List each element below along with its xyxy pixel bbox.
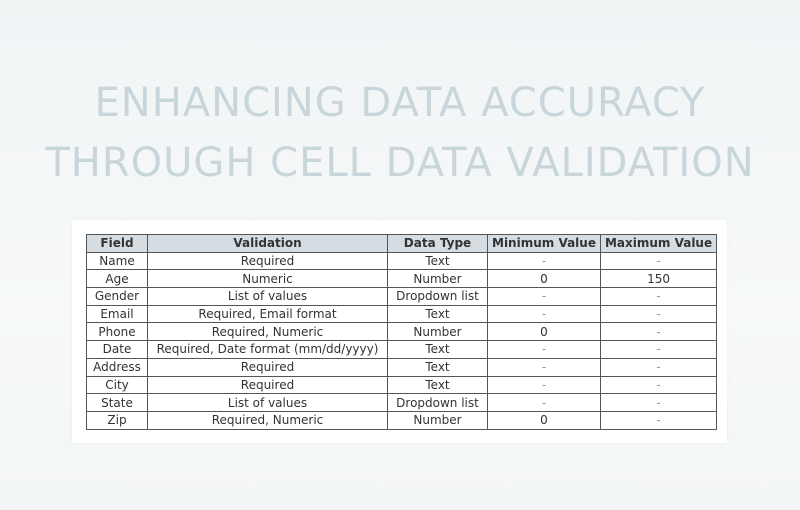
cell-maximum-value: - xyxy=(599,251,718,271)
cell-validation: List of values xyxy=(147,393,388,412)
cell-field: Email xyxy=(86,304,148,324)
cell-data-type: Text xyxy=(387,357,488,377)
table-row: Date Required, Date format (mm/dd/yyyy) Te… xyxy=(86,340,718,359)
cell-maximum-value: 150 xyxy=(599,269,718,289)
cell-validation: List of values xyxy=(147,287,388,306)
cell-field: Age xyxy=(86,269,148,289)
cell-maximum-value: - xyxy=(599,287,718,306)
table-row: Gender List of values Dropdown list - - xyxy=(86,287,718,306)
cell-field: Phone xyxy=(86,322,148,342)
cell-maximum-value: - xyxy=(599,375,718,395)
header-minimum-value: Minimum Value xyxy=(487,234,601,253)
cell-field: Name xyxy=(86,251,148,271)
cell-field: Gender xyxy=(86,287,148,306)
table-row: Age Numeric Number 0 150 xyxy=(86,269,718,289)
cell-minimum-value: 0 xyxy=(487,322,601,342)
cell-data-type: Number xyxy=(387,269,488,289)
cell-field: Zip xyxy=(86,410,148,430)
cell-minimum-value: - xyxy=(487,287,601,306)
header-maximum-value: Maximum Value xyxy=(599,234,718,253)
table-row: Address Required Text - - xyxy=(86,357,718,377)
cell-validation: Required, Numeric xyxy=(147,410,388,430)
cell-minimum-value: - xyxy=(487,357,601,377)
cell-minimum-value: - xyxy=(487,375,601,395)
cell-maximum-value: - xyxy=(599,357,718,377)
cell-maximum-value: - xyxy=(599,393,718,412)
cell-data-type: Text xyxy=(387,340,488,359)
cell-minimum-value: - xyxy=(487,304,601,324)
cell-data-type: Dropdown list xyxy=(387,287,488,306)
cell-validation: Required xyxy=(147,375,388,395)
cell-validation: Required, Date format (mm/dd/yyyy) xyxy=(147,340,388,359)
table-row: Phone Required, Numeric Number 0- xyxy=(86,322,718,342)
title-line-1: ENHANCING DATA ACCURACY xyxy=(94,80,706,126)
cell-validation: Required xyxy=(147,251,388,271)
header-data-type: Data Type xyxy=(387,234,488,253)
cell-minimum-value: 0 xyxy=(487,410,601,430)
cell-field: City xyxy=(86,375,148,395)
cell-validation: Required xyxy=(147,357,388,377)
cell-minimum-value: - xyxy=(487,340,601,359)
cell-data-type: Text xyxy=(387,251,488,271)
cell-data-type: Number xyxy=(387,322,488,342)
table-row: Email Required, Email format Text - - xyxy=(86,304,718,324)
cell-validation: Required, Numeric xyxy=(147,322,388,342)
cell-maximum-value: - xyxy=(599,340,718,359)
validation-table: Field Validation Data Type Minimum Value Max… xyxy=(86,234,718,430)
table-row: Zip Required, Numeric Number 0- xyxy=(86,410,718,430)
header-row: Field Validation Data Type Minimum Value Max… xyxy=(86,234,718,253)
cell-minimum-value: 0 xyxy=(487,269,601,289)
cell-data-type: Text xyxy=(387,304,488,324)
title-line-2: THROUGH CELL DATA VALIDATION xyxy=(45,140,755,186)
header-validation: Validation xyxy=(147,234,388,253)
cell-maximum-value: - xyxy=(599,322,718,342)
cell-data-type: Text xyxy=(387,375,488,395)
cell-maximum-value: - xyxy=(599,410,718,430)
cell-maximum-value: - xyxy=(599,304,718,324)
cell-validation: Numeric xyxy=(147,269,388,289)
table-row: State List of values Dropdown list - - xyxy=(86,393,718,412)
cell-validation: Required, Email format xyxy=(147,304,388,324)
cell-data-type: Dropdown list xyxy=(387,393,488,412)
cell-minimum-value: - xyxy=(487,393,601,412)
header-field: Field xyxy=(86,234,148,253)
cell-minimum-value: - xyxy=(487,251,601,271)
table-row: Name Required Text - - xyxy=(86,251,718,271)
cell-field: Date xyxy=(86,340,148,359)
cell-field: Address xyxy=(86,357,148,377)
cell-data-type: Number xyxy=(387,410,488,430)
table-row: City Required Text - - xyxy=(86,375,718,395)
cell-field: State xyxy=(86,393,148,412)
